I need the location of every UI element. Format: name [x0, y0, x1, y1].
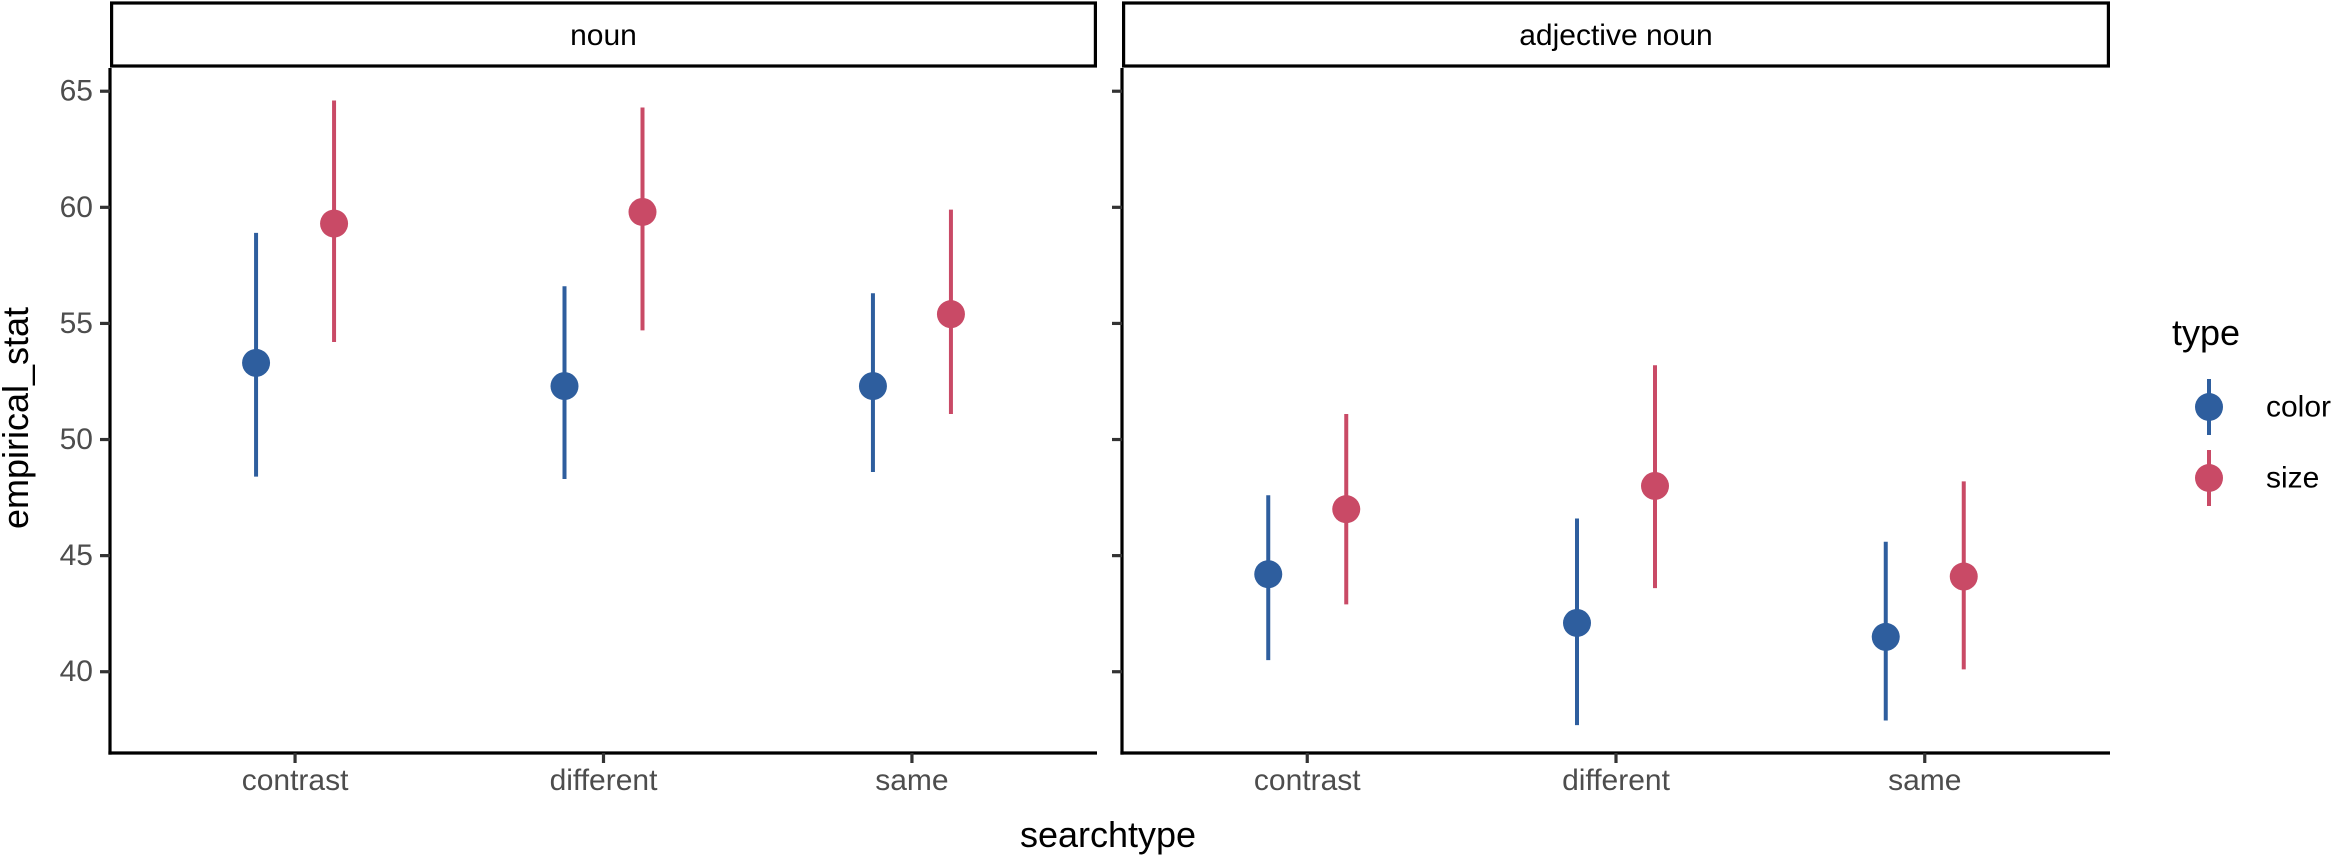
data-point-color — [1563, 608, 1591, 637]
legend-label: color — [2266, 391, 2331, 424]
facet-label: adjective noun — [1519, 19, 1712, 52]
legend-key-point — [2195, 464, 2223, 492]
x-tick-label: contrast — [242, 764, 349, 797]
data-point-size — [1949, 562, 1978, 591]
legend-label: size — [2266, 462, 2319, 495]
x-tick-label: same — [875, 764, 948, 797]
facet-panel: noun 40 45 50 55 60 65 contrast different same — [60, 1, 1097, 797]
x-tick-label: same — [1888, 764, 1961, 797]
facet-strip — [109, 1, 1097, 68]
y-axis-title: empirical_stat — [0, 307, 36, 529]
legend-item: color — [2195, 379, 2331, 435]
x-tick-label: contrast — [1254, 764, 1361, 797]
x-axis-title: searchtype — [1020, 814, 1196, 855]
legend: type color size — [2172, 312, 2331, 506]
data-point-size — [320, 209, 349, 238]
data-point-size — [628, 197, 657, 226]
y-tick-label: 55 — [60, 307, 93, 340]
y-tick-label: 65 — [60, 75, 93, 108]
facet-strip — [1121, 1, 2110, 68]
data-point-color — [242, 348, 271, 377]
data-point-color — [1254, 560, 1283, 589]
facet-label: noun — [570, 19, 637, 52]
y-tick-label: 40 — [60, 655, 93, 688]
x-tick-label: different — [550, 764, 659, 797]
facet-panel: adjective noun contrast different same — [1112, 1, 2110, 797]
y-tick-label: 45 — [60, 539, 93, 572]
legend-item: size — [2195, 450, 2319, 506]
legend-title: type — [2172, 312, 2240, 353]
data-point-size — [936, 300, 965, 329]
data-point-size — [1641, 471, 1669, 500]
x-tick-label: different — [1562, 764, 1671, 797]
data-point-color — [1871, 622, 1900, 651]
data-point-color — [550, 372, 579, 401]
legend-items: color size — [2195, 379, 2331, 506]
data-point-color — [858, 372, 887, 401]
legend-key-point — [2195, 393, 2223, 421]
y-tick-label: 50 — [60, 423, 93, 456]
y-tick-label: 60 — [60, 191, 93, 224]
data-point-size — [1332, 495, 1361, 524]
